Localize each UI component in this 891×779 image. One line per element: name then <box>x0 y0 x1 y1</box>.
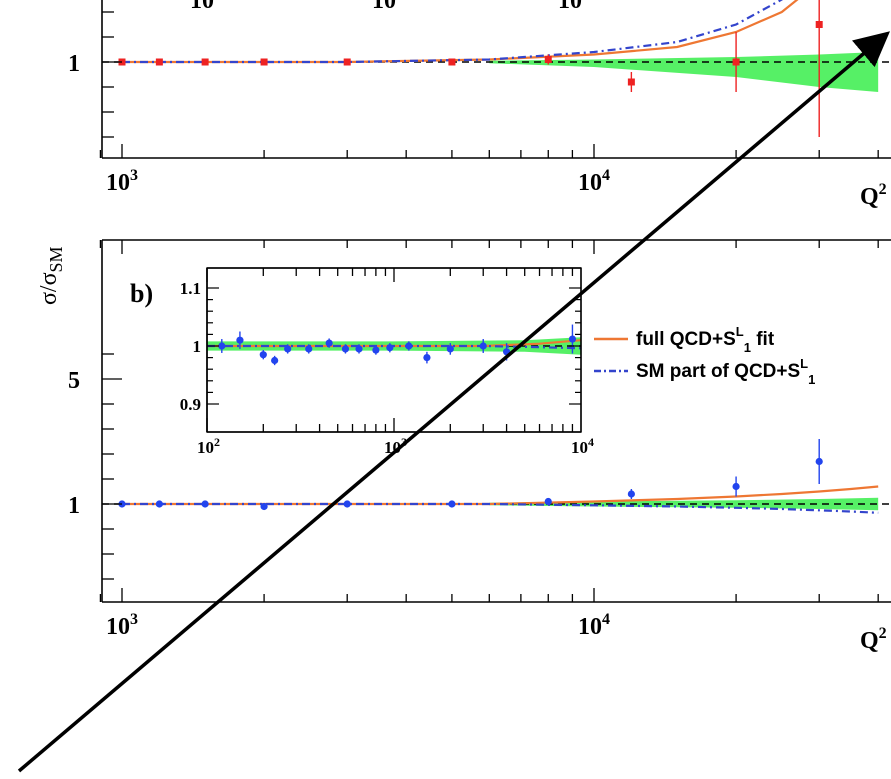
inset-panel: 1021031041.110.9b) <box>130 267 594 457</box>
inset-plot-area <box>207 324 581 366</box>
bottom-data-point <box>815 457 823 466</box>
bottom-data-point <box>627 490 635 498</box>
top-data-point <box>544 56 552 63</box>
legend-entry-label-0: full QCD+SL1 fit <box>636 324 775 355</box>
inset-data-point <box>405 342 413 350</box>
bottom-y-tick-label: 1 <box>68 493 80 519</box>
top-x-tick-label: 103 <box>106 167 138 196</box>
inset-data-point <box>341 345 350 353</box>
inset-data-point <box>423 354 431 362</box>
bottom-x-tick-label: 104 <box>578 611 610 640</box>
bottom-data-point <box>732 482 740 491</box>
inset-data-point <box>372 346 380 354</box>
inset-x-tick-label: 102 <box>197 435 220 457</box>
bottom-x-axis-title: Q2 <box>860 625 887 654</box>
bottom-data-point <box>544 497 552 506</box>
inset-data-point <box>271 356 279 365</box>
top-data-point <box>815 21 823 28</box>
inset-data-point <box>355 345 363 353</box>
inset-y-tick-label: 0.9 <box>180 395 201 414</box>
top-x-axis-title: Q2 <box>860 181 887 210</box>
bottom-curve-full-fit <box>122 485 879 506</box>
inset-data-point <box>479 342 487 350</box>
top-panel: 103 104 1 Q2 10 10 10 <box>68 0 891 210</box>
inset-data-point <box>386 344 394 352</box>
top-data-point <box>155 58 163 66</box>
inset-data-point <box>325 339 333 347</box>
bottom-y-tick-label: 5 <box>68 368 80 394</box>
bottom-x-tick-label: 103 <box>106 611 138 640</box>
inset-panel-label: b) <box>130 279 153 308</box>
bottom-data-point <box>343 500 351 508</box>
inset-data-point <box>259 351 267 359</box>
inset-y-tick-label: 1 <box>193 337 202 356</box>
inset-data-point <box>218 342 226 350</box>
inset-y-tick-label: 1.1 <box>180 279 201 298</box>
bottom-data-point <box>201 500 209 508</box>
top-curve-sm-part <box>122 0 783 64</box>
bottom-data-point <box>448 500 456 508</box>
inset-data-point <box>305 345 313 353</box>
annotation-arrow <box>17 31 891 773</box>
top-data-point <box>627 78 635 86</box>
top-data-point <box>732 58 740 66</box>
top-y-tick-label: 1 <box>68 51 80 77</box>
top-data-point <box>448 58 456 66</box>
top-x-tick-label: 104 <box>578 167 610 196</box>
y-axis-label: σ/σSM <box>36 246 66 305</box>
top-clipped-tick-label: 10 <box>190 0 214 14</box>
inset-data-point <box>284 345 292 353</box>
top-clipped-tick-label: 10 <box>558 0 582 14</box>
inset-data-point <box>446 345 454 353</box>
top-plot-area <box>102 0 891 137</box>
arrow-line <box>17 31 891 773</box>
legend-entry-label-1: SM part of QCD+SL1 <box>636 356 815 387</box>
bottom-plot-area <box>102 439 891 514</box>
top-data-point <box>260 58 268 66</box>
inset-data-point <box>568 335 577 343</box>
inset-data-point <box>236 336 244 344</box>
inset-x-tick-label: 104 <box>571 435 594 457</box>
bottom-panel: 103 104 1 5 Q2 <box>68 239 891 654</box>
top-curve-full-fit <box>122 0 799 64</box>
top-clipped-tick-label: 10 <box>372 0 396 14</box>
top-data-point <box>201 58 209 66</box>
bottom-data-point <box>260 502 268 511</box>
bottom-data-point <box>155 500 163 508</box>
y-axis-title: σ/σSM <box>36 246 66 305</box>
top-data-point <box>343 58 351 66</box>
